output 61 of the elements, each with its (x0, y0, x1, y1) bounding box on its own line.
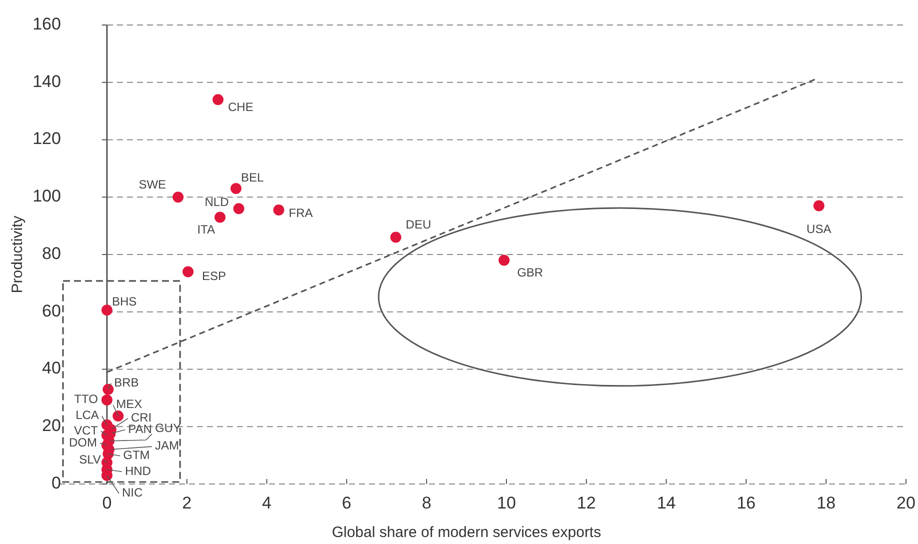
y-tick-label: 0 (51, 473, 61, 492)
y-tick-label: 60 (42, 301, 61, 320)
y-tick-label: 20 (42, 416, 61, 436)
x-tick-label: 14 (656, 493, 676, 512)
point (101, 430, 112, 441)
point (273, 204, 284, 216)
point (498, 254, 510, 266)
x-axis-title: Global share of modern services exports (332, 524, 602, 541)
series-label: USA (806, 222, 832, 236)
series-label: NIC (122, 486, 143, 500)
y-tick-label: 160 (32, 14, 61, 34)
x-tick-label: 12 (576, 493, 596, 512)
y-tick-label: 140 (32, 72, 61, 91)
y-tick-label: 40 (42, 358, 61, 378)
series-label: SWE (138, 177, 166, 192)
x-tick-label: 2 (182, 493, 192, 512)
series-label: FRA (288, 206, 313, 220)
point (214, 212, 226, 223)
y-tick-label: 80 (42, 244, 61, 263)
series-label: CHE (228, 100, 254, 114)
series-label: DEU (406, 217, 432, 232)
x-tick-label: 0 (102, 493, 112, 512)
point (182, 266, 194, 278)
point (172, 192, 184, 203)
y-axis-title: Productivity (9, 215, 26, 294)
x-tick-label: 16 (736, 493, 756, 512)
series-label: VCT (74, 423, 99, 438)
series-label: BHS (112, 294, 137, 308)
series-label: TTO (74, 392, 98, 406)
point (212, 94, 224, 106)
x-tick-label: 18 (816, 493, 836, 512)
point (102, 384, 114, 395)
point (230, 183, 242, 194)
point (813, 200, 824, 212)
x-tick-label: 4 (262, 493, 272, 512)
point (112, 410, 124, 422)
x-tick-label: 6 (342, 493, 352, 512)
x-tick-label: 8 (422, 493, 432, 512)
series-label: ITA (197, 222, 216, 236)
series-label: BRB (114, 376, 139, 390)
x-tick-label: 10 (497, 493, 516, 512)
point (233, 203, 244, 214)
point (101, 304, 112, 316)
point (101, 394, 112, 406)
series-label: LCA (76, 408, 99, 422)
series-label: ESP (202, 268, 226, 283)
series-label: BEL (240, 170, 264, 185)
series-label: SLV (79, 452, 101, 467)
series-label: HND (124, 464, 152, 478)
y-tick-label: 100 (32, 186, 61, 206)
series-label: DOM (68, 435, 97, 450)
y-tick-label: 120 (32, 129, 61, 148)
series-label: GTM (123, 448, 150, 462)
point (101, 470, 112, 481)
point (390, 232, 402, 243)
series-label: CRI (130, 410, 152, 425)
series-label: NLD (204, 194, 230, 209)
text: JAM (154, 438, 179, 453)
series-label: GBR (517, 265, 544, 280)
x-tick-label: 20 (896, 493, 916, 512)
series-label: MEX (116, 397, 142, 412)
